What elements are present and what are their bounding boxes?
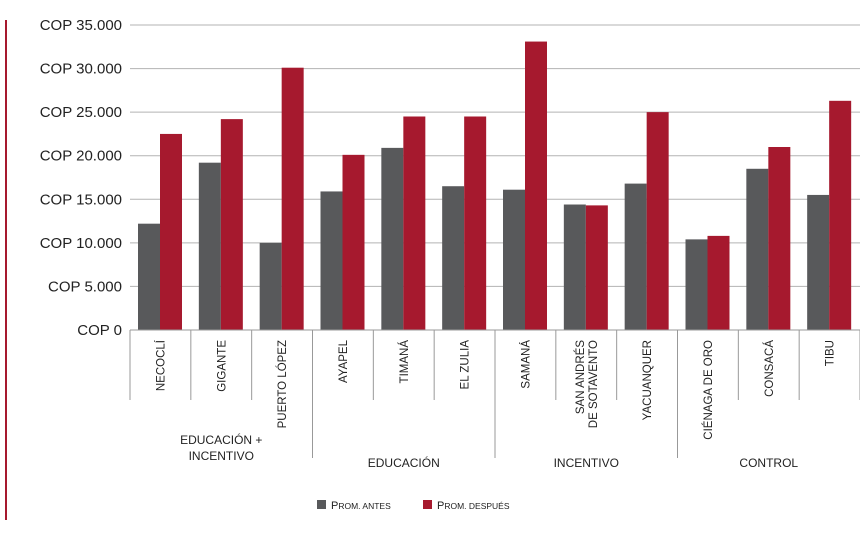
x-category-line: GIGANTE	[216, 340, 228, 392]
legend-swatch	[317, 500, 326, 509]
x-category-line: PUERTO LÓPEZ	[276, 340, 289, 428]
x-category-label: GIGANTE	[216, 340, 228, 392]
x-category-line: NECOCLÍ	[154, 339, 167, 391]
bar-series-1	[685, 239, 708, 330]
x-category-label: YACUANQUER	[642, 340, 654, 420]
bars	[138, 41, 852, 331]
x-category-label: CIÉNAGA DE ORO	[702, 340, 715, 440]
bar-series-1	[503, 189, 525, 330]
y-tick-label: COP 10.000	[40, 235, 122, 252]
group-label: CONTROL	[739, 456, 798, 470]
group-label: EDUCACIÓN	[368, 455, 440, 470]
bar-series-2	[585, 205, 608, 330]
group-label: INCENTIVO	[554, 456, 619, 470]
x-category-label: TIBU	[825, 340, 837, 366]
x-category-label: CONSACÁ	[763, 340, 776, 397]
bar-series-2	[829, 100, 852, 330]
x-category-line: TIMANÁ	[398, 340, 411, 384]
x-category-label: AYAPEL	[338, 339, 350, 383]
bar-series-2	[160, 133, 182, 330]
bar-series-1	[198, 162, 221, 330]
x-category-line: SAN ANDRÉS	[574, 340, 587, 414]
y-tick-label: COP 20.000	[40, 148, 122, 165]
x-category-label: EL ZULIA	[460, 340, 472, 390]
legend-swatch	[423, 500, 432, 509]
x-category-line: DE SOTAVENTO	[588, 340, 600, 428]
bar-series-2	[281, 67, 304, 330]
bar-series-1	[320, 191, 343, 330]
y-tick-label: COP 25.000	[40, 104, 122, 121]
x-category-label: SAN ANDRÉS DE SOTAVENTO	[574, 340, 600, 429]
bar-series-1	[624, 183, 647, 330]
x-category-line: CONSACÁ	[763, 340, 776, 397]
y-tick-label: COP 5.000	[48, 278, 122, 295]
bar-series-1	[259, 242, 282, 330]
bar-series-1	[746, 168, 769, 330]
x-category-line: YACUANQUER	[642, 340, 654, 420]
x-category-label: NECOCLÍ	[154, 339, 167, 391]
bar-series-2	[525, 41, 547, 331]
x-category-label: SAMANÁ	[519, 340, 532, 389]
bar-series-2	[403, 116, 426, 330]
x-axis: NECOCLÍ GIGANTE PUERTO LÓPEZ AYAPEL TIMANÁ EL…	[129, 329, 860, 470]
bar-series-2	[464, 116, 487, 330]
y-tick-label: COP 35.000	[40, 17, 122, 34]
x-category-label: TIMANÁ	[398, 340, 411, 384]
x-category-line: CIÉNAGA DE ORO	[702, 340, 715, 440]
bar-series-1	[442, 186, 465, 330]
bar-series-2	[646, 112, 669, 331]
bar-series-2	[707, 235, 730, 330]
y-tick-label: COP 15.000	[40, 191, 122, 208]
group-label: EDUCACIÓN +	[180, 432, 262, 447]
group-label: INCENTIVO	[189, 449, 254, 463]
x-category-line: AYAPEL	[338, 339, 350, 383]
legend-label: PROM. DESPUÉS	[437, 500, 510, 512]
legend-label: PROM. ANTES	[331, 500, 391, 512]
bar-series-2	[768, 147, 791, 330]
bar-series-1	[563, 204, 586, 330]
bar-series-2	[220, 119, 243, 330]
y-axis-ticks: COP 0 COP 5.000 COP 10.000 COP 15.000 COP 20…	[40, 17, 122, 339]
x-category-label: PUERTO LÓPEZ	[276, 340, 289, 428]
bar-series-2	[342, 154, 365, 330]
bar-series-1	[807, 194, 830, 330]
x-category-line: EL ZULIA	[460, 340, 472, 390]
x-category-line: TIBU	[825, 340, 837, 366]
x-category-line: SAMANÁ	[519, 340, 532, 389]
bar-series-1	[381, 147, 404, 330]
y-tick-label: COP 30.000	[40, 61, 122, 78]
y-tick-label: COP 0	[77, 322, 122, 339]
legend: PROM. ANTES PROM. DESPUÉS	[317, 500, 510, 512]
bar-series-1	[138, 223, 160, 330]
